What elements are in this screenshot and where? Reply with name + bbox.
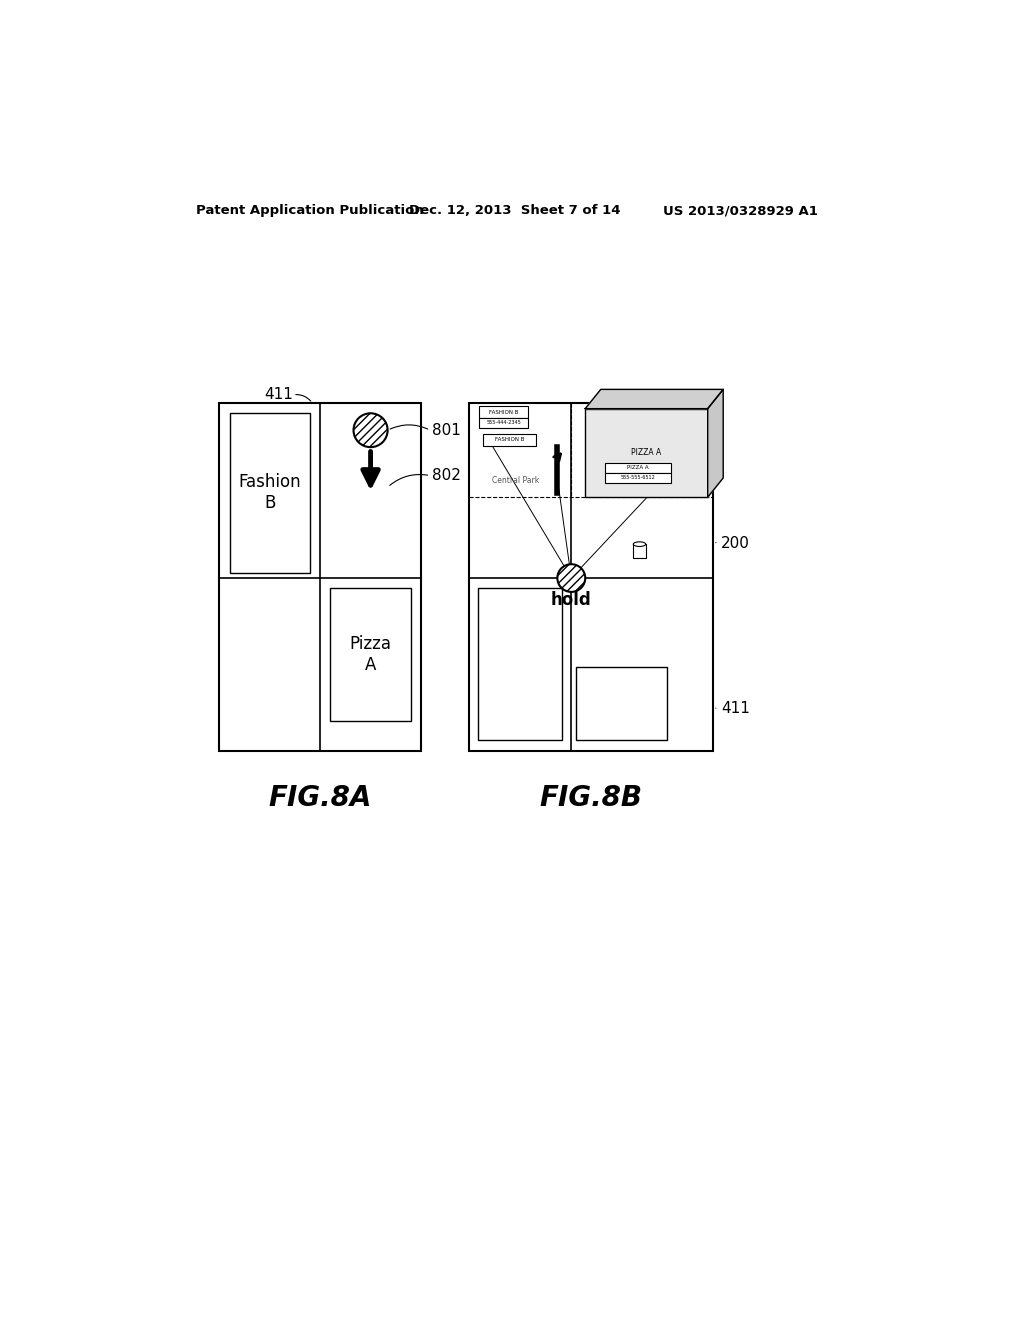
Bar <box>479 407 528 418</box>
Bar <box>586 409 708 498</box>
Polygon shape <box>708 389 723 498</box>
Bar <box>575 667 667 739</box>
Text: Patent Application Publication: Patent Application Publication <box>197 205 424 218</box>
Bar <box>604 473 671 483</box>
Text: PIZZA A: PIZZA A <box>627 465 648 470</box>
Text: Central Park: Central Park <box>492 475 539 484</box>
Bar <box>478 589 562 739</box>
Text: 411: 411 <box>264 387 294 403</box>
Text: Pizza
A: Pizza A <box>600 684 642 722</box>
Text: 802: 802 <box>432 469 461 483</box>
Text: FASHION B: FASHION B <box>488 409 518 414</box>
Text: Pizza
A: Pizza A <box>349 635 391 673</box>
Text: 200: 200 <box>721 536 750 550</box>
Circle shape <box>557 564 586 591</box>
Text: US 2013/0328929 A1: US 2013/0328929 A1 <box>663 205 817 218</box>
Polygon shape <box>586 389 723 409</box>
Text: 411: 411 <box>721 701 750 717</box>
Bar <box>330 589 411 721</box>
Bar <box>479 418 528 428</box>
Text: FIG.8A: FIG.8A <box>268 784 372 812</box>
Bar <box>483 434 536 446</box>
Bar <box>633 544 646 558</box>
Ellipse shape <box>633 543 646 546</box>
Text: PIZZA A: PIZZA A <box>632 449 662 458</box>
Text: FASHION B: FASHION B <box>495 437 524 442</box>
Text: 555-555-6512: 555-555-6512 <box>621 475 655 480</box>
Text: 555-444-2345: 555-444-2345 <box>486 420 521 425</box>
Bar <box>229 413 310 573</box>
Circle shape <box>353 413 388 447</box>
Bar <box>469 404 713 751</box>
Text: Fashion
B: Fashion B <box>488 644 552 684</box>
Text: Dec. 12, 2013  Sheet 7 of 14: Dec. 12, 2013 Sheet 7 of 14 <box>409 205 621 218</box>
Text: Fashion
B: Fashion B <box>239 473 301 512</box>
Text: 801: 801 <box>432 422 461 438</box>
Text: hold: hold <box>551 590 592 609</box>
Text: FIG.8B: FIG.8B <box>540 784 643 812</box>
Bar <box>219 404 421 751</box>
Bar <box>604 462 671 473</box>
